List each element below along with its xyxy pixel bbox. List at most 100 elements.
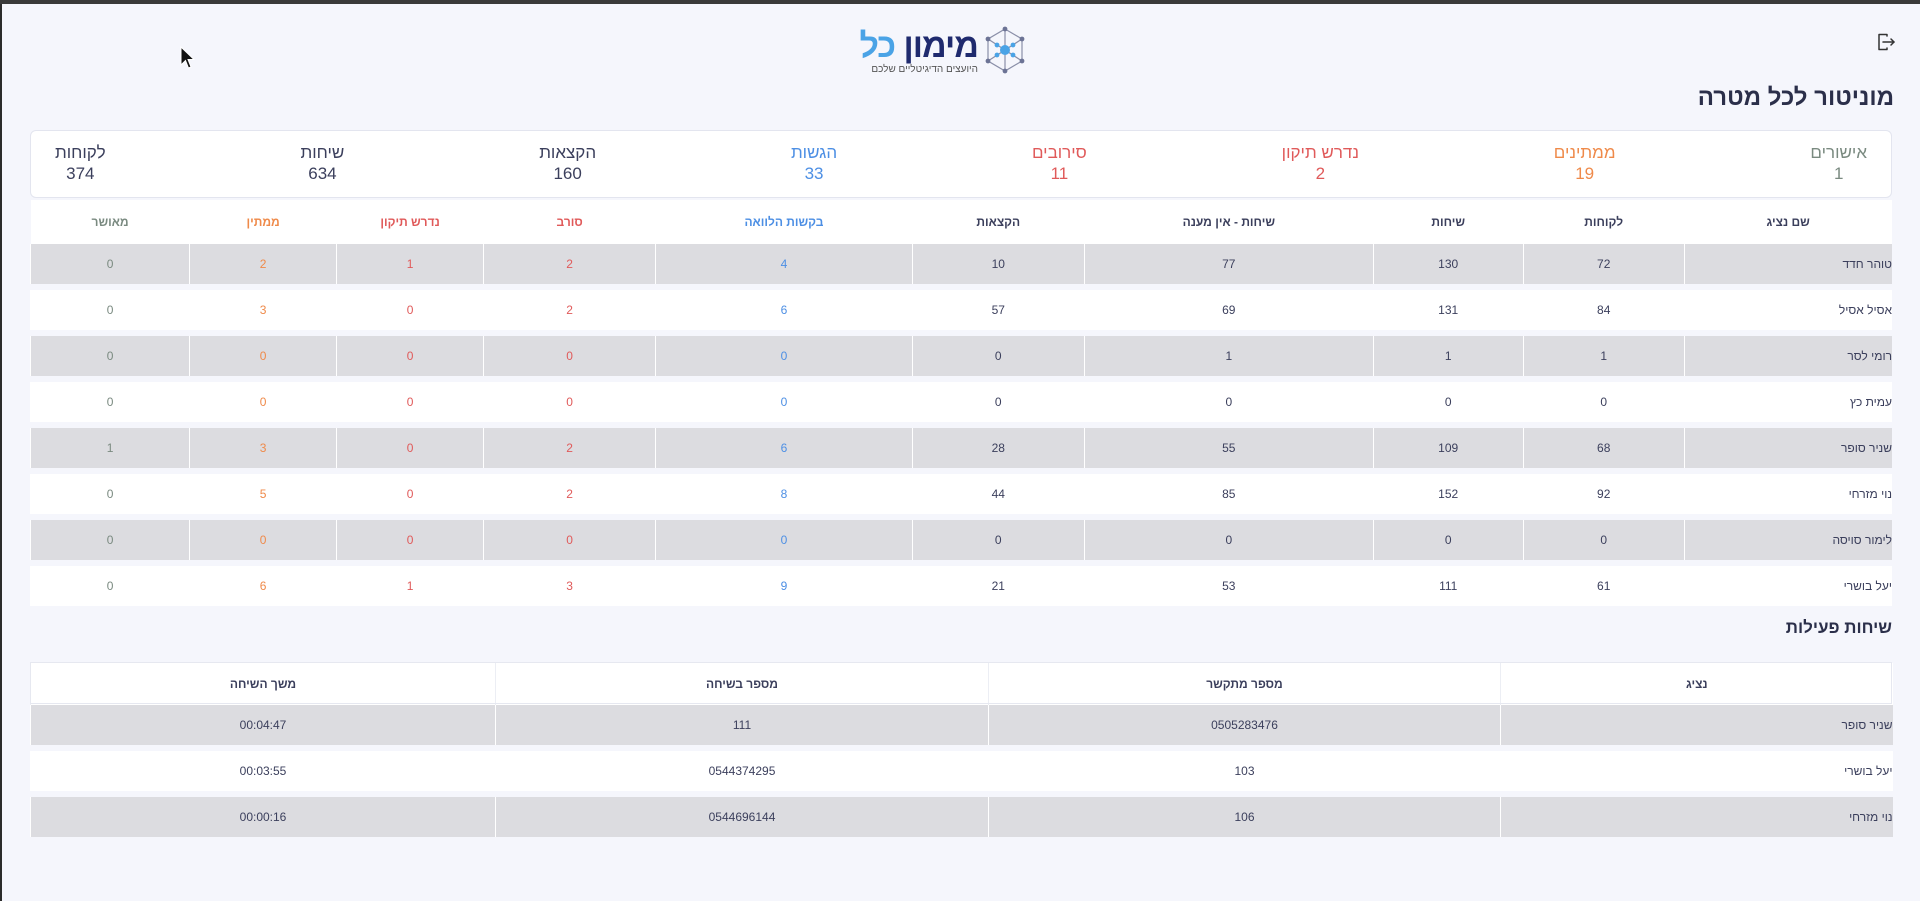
table-cell: 0505283476 bbox=[988, 705, 1501, 745]
table-cell: 2 bbox=[483, 428, 656, 468]
table-cell: 0 bbox=[336, 474, 484, 514]
logout-icon[interactable] bbox=[1876, 32, 1896, 52]
table-cell: 0 bbox=[29, 566, 190, 606]
column-header[interactable]: נדרש תיקון bbox=[336, 200, 484, 244]
stat-value: 160 bbox=[553, 164, 582, 183]
active-calls-title: שיחות פעילות bbox=[1785, 618, 1892, 637]
table-row[interactable]: יעל בושרי 103 0544374295 00:03:55 bbox=[30, 751, 1893, 791]
table-cell: 0 bbox=[655, 382, 913, 422]
column-header[interactable]: שיחות - אין מענה bbox=[1084, 200, 1374, 244]
table-cell: 0 bbox=[1522, 520, 1685, 560]
table-cell: 0 bbox=[29, 336, 190, 376]
table-cell: 2 bbox=[483, 290, 656, 330]
column-header[interactable]: סורב bbox=[483, 200, 656, 244]
agent-name-cell: לימור סויסה bbox=[1683, 520, 1892, 560]
stat-item: נדרש תיקון 2 bbox=[1282, 143, 1359, 185]
table-row[interactable]: נוי מזרחי 106 0544696144 00:00:16 bbox=[30, 797, 1893, 837]
agent-name-cell: טוהר חדד bbox=[1683, 244, 1892, 284]
table-cell: 0 bbox=[911, 382, 1085, 422]
table-row[interactable]: שניר סופר 68 109 55 28 6 2 0 3 1 bbox=[29, 428, 1892, 468]
table-cell: 0 bbox=[911, 336, 1085, 376]
logo-wordmark-part1: מימון bbox=[903, 27, 979, 65]
agent-name-cell: שניר סופר bbox=[1500, 705, 1893, 745]
table-row[interactable]: נוי מזרחי 92 152 85 44 8 2 0 5 0 bbox=[29, 474, 1892, 514]
stat-item: אישורים 1 bbox=[1810, 143, 1867, 185]
column-header[interactable]: שיחות bbox=[1373, 200, 1524, 244]
stat-value: 19 bbox=[1575, 164, 1595, 183]
column-header[interactable]: מאושר bbox=[30, 200, 190, 244]
stat-item: סירובים 11 bbox=[1032, 143, 1087, 185]
agents-table-header: שם נציג לקוחות שיחות שיחות - אין מענה הקצאות… bbox=[30, 200, 1892, 244]
table-cell: 57 bbox=[911, 290, 1085, 330]
table-cell: 72 bbox=[1522, 244, 1685, 284]
stat-label: נדרש תיקון bbox=[1281, 143, 1359, 162]
stat-item: לקוחות 374 bbox=[55, 143, 106, 185]
window-left-border bbox=[0, 4, 2, 901]
table-cell: 3 bbox=[483, 566, 656, 606]
table-cell: 111 bbox=[1372, 566, 1524, 606]
column-header[interactable]: שם נציג bbox=[1684, 200, 1892, 244]
summary-stats-card: לקוחות 374 שיחות 634 הקצאות 160 הגשות 33 סירובים… bbox=[30, 130, 1892, 198]
table-cell: 0 bbox=[655, 336, 913, 376]
stat-label: הגשות bbox=[790, 143, 838, 162]
agent-name-cell: נוי מזרחי bbox=[1500, 797, 1893, 837]
table-cell: 77 bbox=[1083, 244, 1374, 284]
table-row[interactable]: יעל בושרי 61 111 53 21 9 3 1 6 0 bbox=[29, 566, 1892, 606]
stat-label: ממתינים bbox=[1553, 143, 1616, 162]
table-cell: 1 bbox=[1372, 336, 1524, 376]
mouse-cursor-icon bbox=[180, 46, 196, 69]
stat-label: סירובים bbox=[1031, 143, 1087, 162]
agent-name-cell: עמית כץ bbox=[1683, 382, 1892, 422]
agents-table: שם נציג לקוחות שיחות שיחות - אין מענה הקצאות… bbox=[29, 200, 1892, 606]
column-header[interactable]: נציג bbox=[1500, 663, 1893, 705]
table-row[interactable]: עמית כץ 0 0 0 0 0 0 0 0 0 bbox=[29, 382, 1892, 422]
table-cell: 28 bbox=[911, 428, 1085, 468]
column-header[interactable]: לקוחות bbox=[1523, 200, 1685, 244]
stat-label: שיחות bbox=[300, 143, 345, 162]
table-cell: 0 bbox=[189, 520, 337, 560]
table-cell: 3 bbox=[189, 428, 337, 468]
stat-item: הקצאות 160 bbox=[539, 143, 596, 185]
table-cell: 00:03:55 bbox=[30, 751, 496, 791]
column-header[interactable]: בקשות הלוואה bbox=[655, 200, 913, 244]
table-cell: 1 bbox=[29, 428, 190, 468]
table-cell: 0 bbox=[336, 520, 484, 560]
column-header[interactable]: מספר בשיחה bbox=[495, 663, 989, 705]
stat-label: אישורים bbox=[1810, 143, 1867, 162]
logo-wordmark: מימון כל bbox=[859, 26, 979, 66]
table-row[interactable]: לימור סויסה 0 0 0 0 0 0 0 0 0 bbox=[29, 520, 1892, 560]
table-row[interactable]: שניר סופר 0505283476 111 00:04:47 bbox=[30, 705, 1893, 745]
agent-name-cell: אסיל אסיל bbox=[1683, 290, 1892, 330]
window-top-border bbox=[0, 0, 1920, 4]
table-row[interactable]: רומי לסר 1 1 1 0 0 0 0 0 0 bbox=[29, 336, 1892, 376]
table-cell: 6 bbox=[655, 290, 913, 330]
brand-logo[interactable]: מימון כל היועצים הדיגיטליים שלכם bbox=[859, 26, 1028, 78]
stat-label: הקצאות bbox=[539, 143, 597, 162]
table-cell: 0544696144 bbox=[495, 797, 989, 837]
table-cell: 1 bbox=[336, 566, 484, 606]
table-cell: 0 bbox=[655, 520, 913, 560]
table-cell: 0 bbox=[336, 428, 484, 468]
table-cell: 0 bbox=[911, 520, 1085, 560]
table-cell: 21 bbox=[911, 566, 1085, 606]
column-header[interactable]: הקצאות bbox=[912, 200, 1085, 244]
page-title: מוניטור לכל מטרה bbox=[1697, 84, 1894, 111]
table-row[interactable]: אסיל אסיל 84 131 69 57 6 2 0 3 0 bbox=[29, 290, 1892, 330]
table-row[interactable]: טוהר חדד 72 130 77 10 4 2 1 2 0 bbox=[29, 244, 1892, 284]
table-cell: 106 bbox=[988, 797, 1501, 837]
stat-item: ממתינים 19 bbox=[1554, 143, 1616, 185]
table-cell: 0 bbox=[29, 520, 190, 560]
column-header[interactable]: ממתין bbox=[189, 200, 337, 244]
table-cell: 2 bbox=[483, 244, 656, 284]
column-header[interactable]: משך השיחה bbox=[30, 663, 496, 705]
logo-tagline: היועצים הדיגיטליים שלכם bbox=[871, 64, 978, 75]
table-cell: 1 bbox=[1083, 336, 1374, 376]
table-cell: 0544374295 bbox=[495, 751, 989, 791]
table-cell: 8 bbox=[655, 474, 913, 514]
table-cell: 0 bbox=[1372, 520, 1524, 560]
table-cell: 84 bbox=[1522, 290, 1685, 330]
stat-value: 634 bbox=[308, 164, 337, 183]
column-header[interactable]: מספר מתקשר bbox=[988, 663, 1501, 705]
agent-name-cell: יעל בושרי bbox=[1683, 566, 1892, 606]
table-cell: 6 bbox=[655, 428, 913, 468]
